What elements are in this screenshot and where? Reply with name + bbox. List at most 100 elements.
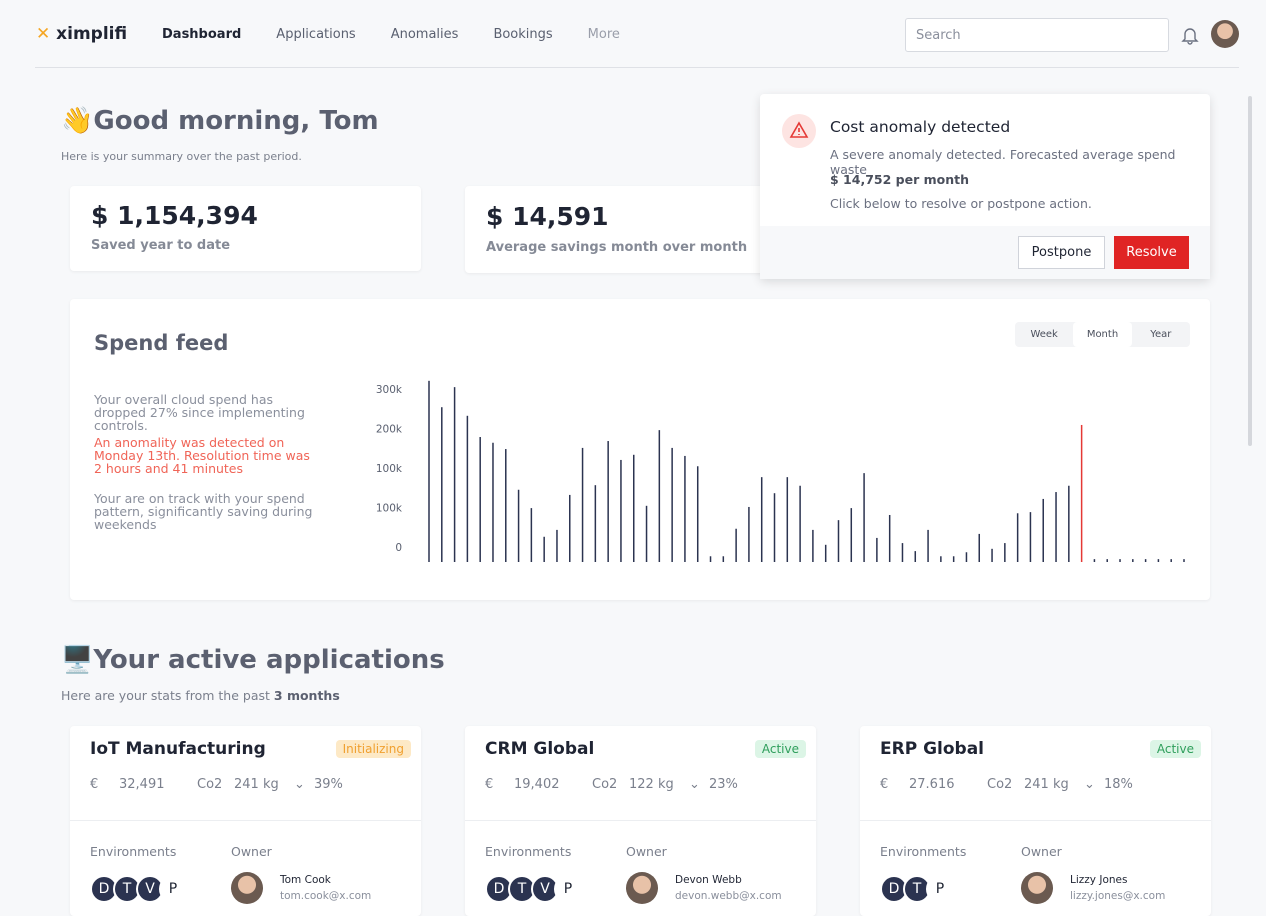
alert-hint: Click below to resolve or postpone actio… <box>830 196 1092 211</box>
bar <box>927 529 929 562</box>
apps-emoji: 🖥️ <box>61 645 94 675</box>
bar <box>940 556 942 562</box>
bar <box>1093 559 1096 562</box>
y-tick-label: 0 <box>395 542 402 554</box>
co2-label: Co2 <box>592 777 618 792</box>
bar <box>696 466 699 562</box>
bar <box>914 551 917 562</box>
nav-link[interactable]: More <box>587 27 620 42</box>
resolve-button[interactable]: Resolve <box>1114 236 1189 269</box>
app-card[interactable]: ERP Global Active € 27.616 Co2 241 kg ⌄ … <box>860 726 1211 916</box>
cost: 32,491 <box>119 777 165 792</box>
greeting-text: Good morning, Tom <box>93 106 379 136</box>
bar <box>991 548 993 562</box>
owner-avatar <box>1021 872 1053 904</box>
period-option[interactable]: Month <box>1073 322 1132 347</box>
chart: 300k 200k 100k 100k 0 <box>376 380 1185 562</box>
app-stats: € 19,402 Co2 122 kg ⌄ 23% <box>485 777 805 792</box>
alert-icon <box>782 114 816 148</box>
greeting-emoji: 👋 <box>61 106 94 136</box>
bar <box>786 477 789 562</box>
bar <box>505 449 507 562</box>
nav-link[interactable]: Bookings <box>493 27 553 42</box>
currency: € <box>880 777 889 792</box>
co2-label: Co2 <box>197 777 223 792</box>
apps-title: 🖥️Your active applications <box>61 645 445 675</box>
env-badge: P <box>926 875 954 903</box>
app-status: Initializing <box>335 740 411 758</box>
bar <box>1042 498 1044 562</box>
app-status: Active <box>1149 740 1201 758</box>
bar <box>530 508 533 562</box>
stat-label: Average savings month over month <box>486 240 748 255</box>
period-option[interactable]: Year <box>1150 329 1172 340</box>
bar <box>569 494 571 562</box>
bar <box>1170 559 1172 562</box>
postpone-button[interactable]: Postpone <box>1018 236 1105 269</box>
owner-label: Owner <box>231 844 272 859</box>
stat-value: $ 1,154,394 <box>91 201 258 230</box>
search-box[interactable]: Search <box>905 18 1169 52</box>
bar <box>556 529 558 562</box>
owner-name: Tom Cook <box>280 874 331 886</box>
period-option[interactable]: Week <box>1030 329 1058 340</box>
divider <box>70 820 421 821</box>
nav-link[interactable]: Dashboard <box>162 27 242 42</box>
bar <box>952 556 955 562</box>
note-anomaly: An anomality was detected on Monday 13th… <box>94 435 310 476</box>
bar <box>863 473 865 562</box>
bar <box>1080 424 1083 562</box>
app-status: Active <box>754 740 806 758</box>
nav-link[interactable]: Anomalies <box>390 27 459 42</box>
bar <box>965 552 968 562</box>
bar <box>658 430 661 562</box>
bar <box>441 407 443 562</box>
user-avatar[interactable] <box>1211 20 1239 48</box>
bar <box>799 485 801 562</box>
brand-icon: ✕ <box>36 24 51 44</box>
bar <box>543 536 545 562</box>
co2: 241 kg <box>234 777 279 792</box>
bar <box>479 437 481 562</box>
period-toggle: Week Month Year <box>1015 322 1190 347</box>
currency: € <box>485 777 494 792</box>
app-stats: € 27.616 Co2 241 kg ⌄ 18% <box>880 777 1200 792</box>
apps-title-text: Your active applications <box>93 645 445 675</box>
bell-icon[interactable] <box>1180 25 1200 45</box>
chart-title: Spend feed <box>94 331 229 355</box>
warning-icon <box>789 121 809 138</box>
y-tick-label: 100k <box>376 463 403 475</box>
note: Your overall cloud spend has dropped 27%… <box>94 392 305 433</box>
apps-subtitle: Here are your stats from the past 3 mont… <box>61 688 340 703</box>
cost: 19,402 <box>514 777 560 792</box>
brand-name: ximplifi <box>56 24 128 44</box>
owner-name: Lizzy Jones <box>1070 874 1128 886</box>
bar <box>824 544 827 562</box>
bar <box>876 537 878 562</box>
greeting-subtitle: Here is your summary over the past perio… <box>61 150 302 163</box>
bar <box>684 455 686 562</box>
app-name: ERP Global <box>880 739 985 759</box>
app-card[interactable]: CRM Global Active € 19,402 Co2 122 kg ⌄ … <box>465 726 816 916</box>
app-card[interactable]: IoT Manufacturing Initializing € 32,491 … <box>70 726 421 916</box>
bar <box>671 447 673 562</box>
bar <box>620 459 622 562</box>
search-placeholder: Search <box>916 28 961 43</box>
y-tick-label: 300k <box>376 384 403 396</box>
nav-link[interactable]: Applications <box>276 27 356 42</box>
nav-links: Dashboard Applications Anomalies Bookings Mo… <box>162 27 620 42</box>
bar <box>466 415 469 562</box>
currency: € <box>90 777 99 792</box>
spend-card: Spend feed Week Month Year Your overall cl… <box>70 299 1210 600</box>
stat-value: $ 14,591 <box>486 202 609 231</box>
app-name: CRM Global <box>485 739 595 759</box>
bar <box>722 556 725 562</box>
co2-label: Co2 <box>987 777 1013 792</box>
bar <box>888 514 891 562</box>
bar <box>901 543 904 562</box>
bar <box>1157 559 1160 562</box>
bar <box>632 454 635 562</box>
brand[interactable]: ✕ ximplifi <box>36 24 127 44</box>
owner-email: tom.cook@x.com <box>280 890 372 902</box>
